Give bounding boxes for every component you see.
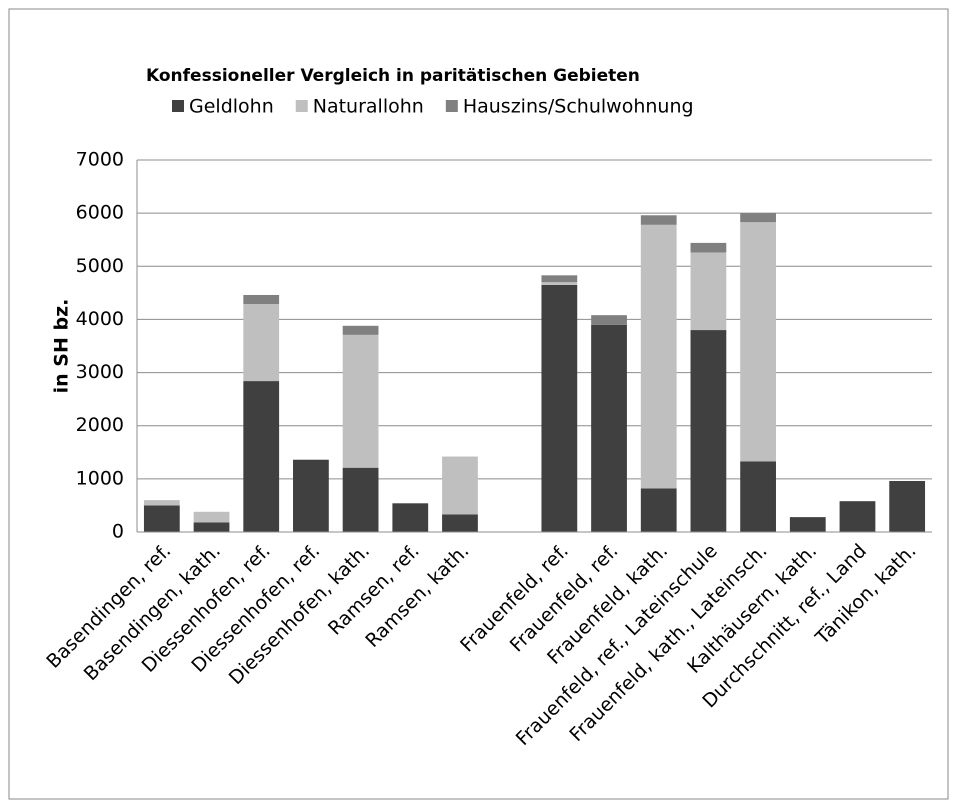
bar-segment	[740, 213, 776, 223]
bar-segment	[889, 480, 926, 532]
chart-border	[8, 8, 949, 800]
y-tick-label: 6000	[76, 202, 124, 224]
bar-segment	[342, 467, 379, 532]
bar-segment	[839, 501, 876, 532]
legend-label: Naturallohn	[313, 96, 424, 118]
bar-segment	[640, 224, 677, 489]
bar-segment	[690, 330, 727, 532]
y-tick-label: 5000	[76, 255, 124, 277]
bar-segment	[392, 503, 429, 532]
chart-title: Konfessioneller Vergleich in paritätisch…	[146, 66, 640, 86]
bar-segment	[143, 500, 180, 506]
bar-segment	[541, 284, 578, 532]
y-tick-label: 3000	[76, 361, 124, 383]
bar-segment	[591, 324, 627, 532]
bar-segment	[243, 304, 280, 382]
bar-segment	[442, 514, 478, 532]
y-tick-label: 0	[112, 521, 124, 543]
bar-segment	[740, 222, 776, 462]
y-tick-label: 7000	[76, 149, 124, 171]
y-tick-label: 4000	[76, 308, 124, 330]
y-axis-label: in SH bz.	[51, 299, 73, 394]
bar-segment	[740, 461, 776, 532]
bar-segment	[243, 381, 280, 532]
bar-segment	[789, 517, 826, 532]
bar-segment	[193, 511, 230, 523]
bar-segment	[690, 252, 727, 331]
y-tick-label: 2000	[76, 414, 124, 436]
bar-segment	[342, 334, 379, 468]
bar-segment	[342, 325, 379, 335]
legend-label: Hauszins/Schulwohnung	[463, 96, 694, 118]
legend-swatch	[172, 100, 184, 112]
bar-segment	[640, 215, 677, 225]
bar-segment	[143, 505, 180, 532]
legend-label: Geldlohn	[189, 96, 274, 118]
legend-swatch	[295, 100, 308, 112]
bar-segment	[690, 242, 727, 253]
bar-segment	[591, 315, 627, 325]
bar-segment	[193, 522, 230, 532]
bar-segment	[442, 456, 478, 515]
bar-segment	[541, 282, 578, 285]
y-tick-label: 1000	[76, 467, 124, 489]
bar-segment	[293, 459, 329, 532]
bar-segment	[541, 275, 578, 283]
legend-swatch	[445, 100, 458, 112]
bar-segment	[640, 488, 677, 532]
bar-segment	[243, 294, 280, 305]
